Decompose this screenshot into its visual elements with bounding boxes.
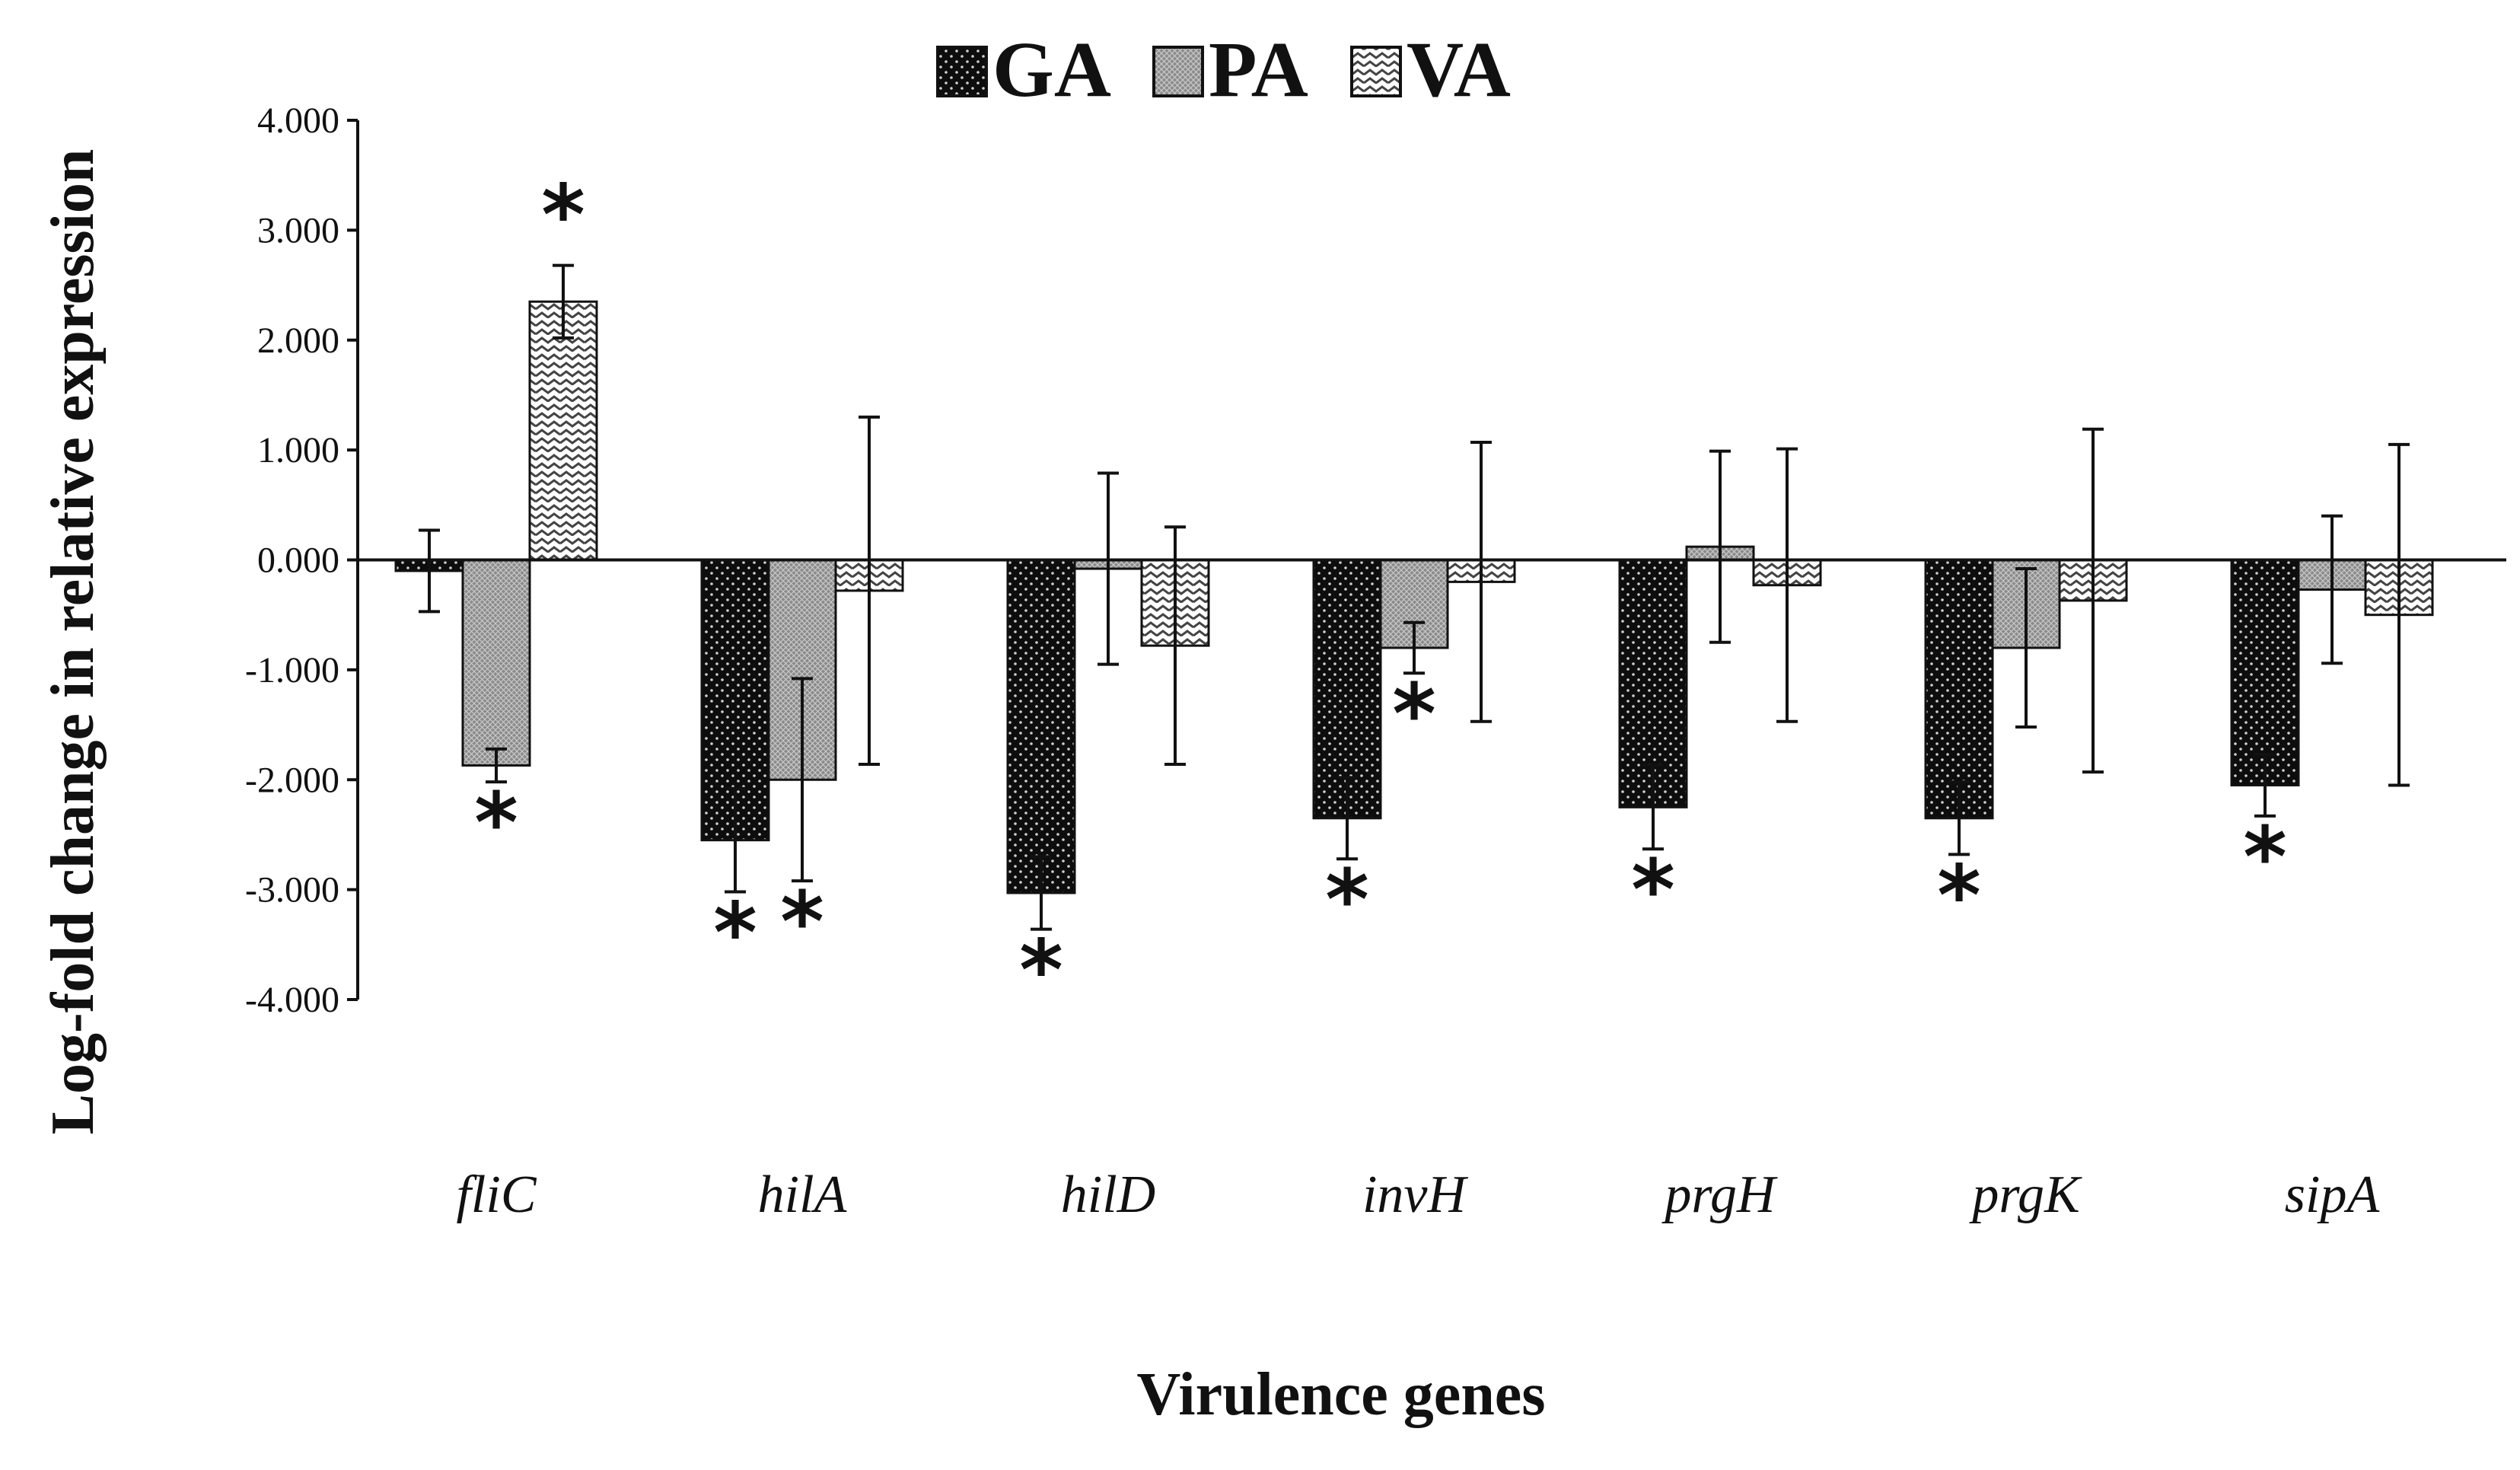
legend-swatch-pa [1152,46,1204,97]
category-labels: fliC hilA hilD invH prgH prgK sipA [456,1165,2379,1224]
error-bars [419,263,2410,931]
y-tick-label: 2.000 [257,320,339,361]
significance-star-ga-invH: * [1325,851,1369,949]
category-label-fliC: fliC [456,1165,537,1224]
y-axis-title: Log-fold change in relative expression [40,149,107,1135]
significance-star-ga-hilA: * [713,885,757,982]
category-label-prgK: prgK [1968,1165,2082,1224]
category-label-sipA: sipA [2285,1165,2380,1224]
significance-star-ga-prgK: * [1937,847,1981,944]
legend-item-ga: GA [936,26,1111,113]
y-axis-ticks: 4.000 3.000 2.000 1.000 0.000 -1.000 -2.000 -3.… [245,100,358,1020]
bar-pa-fliC [461,559,531,767]
bar-ga-prgK [1924,559,1994,820]
category-label-prgH: prgH [1661,1165,1778,1224]
legend-swatch-ga [936,46,988,97]
x-axis-title: Virulence genes [1137,1361,1546,1428]
bars [394,300,2434,894]
y-tick-label: -4.000 [245,980,339,1020]
y-tick-label: -1.000 [245,650,339,690]
significance-star-pa-fliC: * [474,774,518,872]
y-tick-label: 0.000 [257,540,339,581]
category-label-invH: invH [1362,1165,1469,1224]
significance-star-pa-invH: * [1392,665,1436,763]
y-tick-label: -2.000 [245,760,339,800]
category-label-hilD: hilD [1061,1165,1155,1224]
legend-swatch-va [1350,46,1402,97]
y-tick-label: -3.000 [245,870,339,910]
significance-star-va-fliC: * [541,167,585,264]
y-tick-label: 4.000 [257,100,339,141]
significance-star-ga-hilD: * [1019,922,1063,1019]
legend-label-pa: PA [1209,26,1308,113]
significance-star-ga-sipA: * [2243,808,2287,906]
y-tick-label: 3.000 [257,210,339,250]
y-tick-label: 1.000 [257,430,339,470]
bar-ga-invH [1312,559,1382,820]
category-label-hilA: hilA [758,1165,847,1224]
bar-ga-sipA [2230,559,2300,786]
bar-ga-hilD [1006,559,1076,894]
legend-item-pa: PA [1152,26,1308,113]
legend-label-va: VA [1407,26,1511,113]
significance-star-ga-prgH: * [1631,841,1675,939]
significance-markers: *** * **** * * [474,167,2287,1019]
bar-va-fliC [528,300,598,561]
significance-star-pa-hilA: * [780,873,824,971]
legend-item-va: VA [1350,26,1511,113]
legend-label-ga: GA [992,26,1111,113]
legend: GA PA VA [936,26,1511,113]
